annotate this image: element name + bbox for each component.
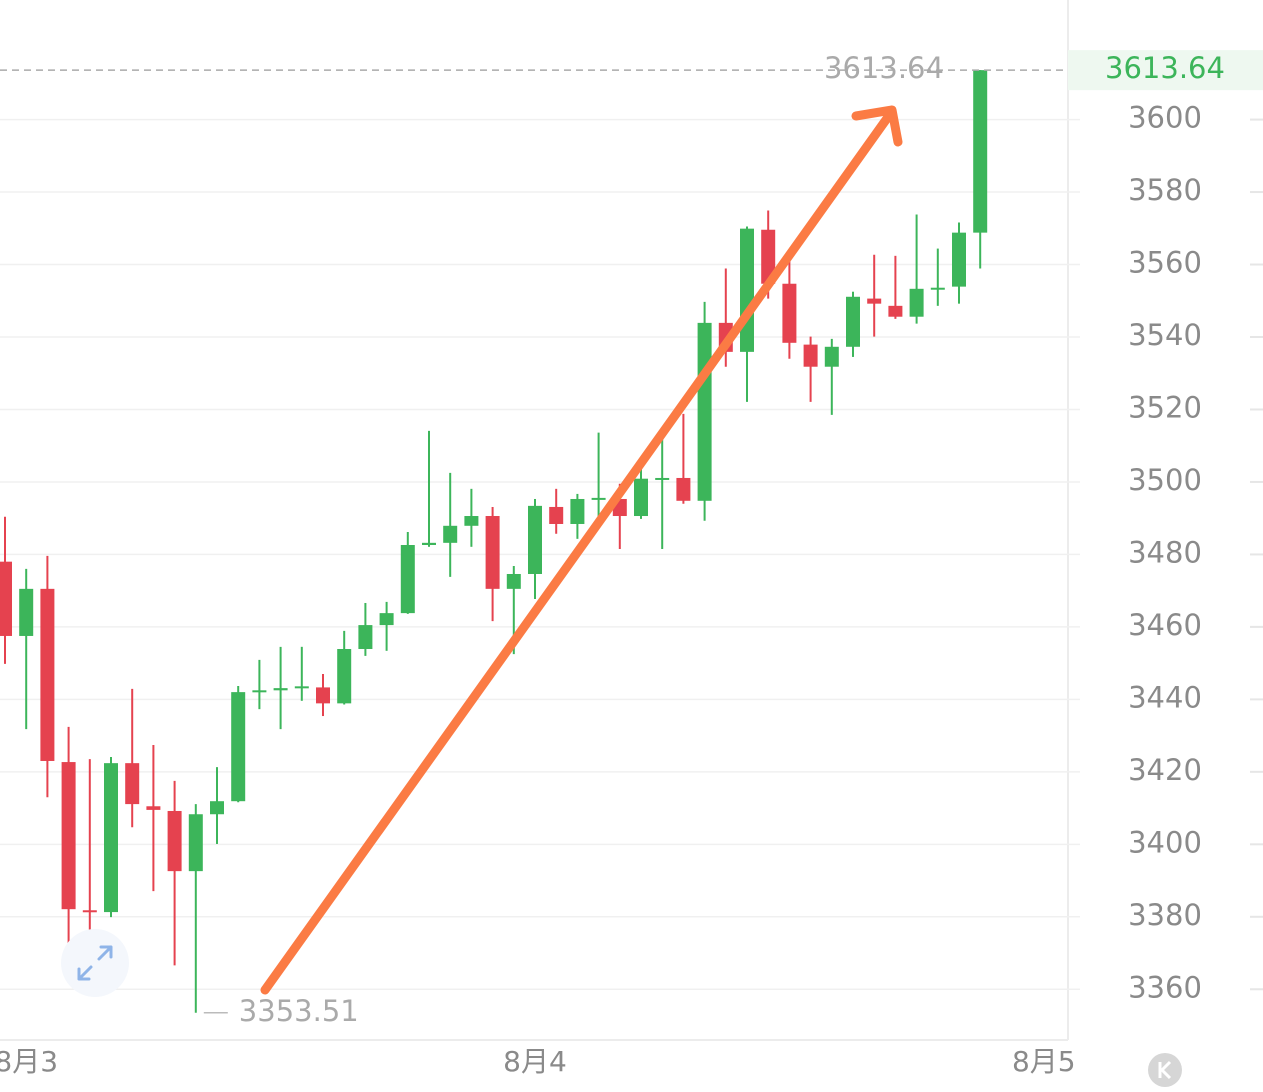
last-price-bg bbox=[1068, 50, 1263, 91]
candle-body bbox=[188, 814, 203, 872]
candle-body bbox=[443, 525, 458, 543]
candle-body bbox=[358, 625, 373, 650]
expand-button[interactable] bbox=[61, 929, 129, 997]
candle-body bbox=[485, 516, 500, 589]
expand-icon bbox=[77, 945, 113, 981]
k-bg bbox=[1148, 1053, 1182, 1087]
candle-body bbox=[676, 477, 691, 501]
candle-body bbox=[19, 588, 34, 636]
y-tick-label: 3540 bbox=[1128, 318, 1202, 352]
candle-body bbox=[400, 545, 415, 614]
candle-body bbox=[528, 505, 542, 574]
candle-body bbox=[634, 478, 648, 517]
candle-body bbox=[867, 298, 882, 304]
candle-body bbox=[337, 649, 352, 704]
y-tick-label: 3400 bbox=[1128, 825, 1202, 859]
candle-body bbox=[210, 801, 224, 815]
candle-body bbox=[803, 344, 818, 367]
candle-body bbox=[231, 692, 246, 802]
candle-body bbox=[782, 283, 797, 343]
candle-body bbox=[273, 688, 288, 691]
x-tick-label: 8月4 bbox=[503, 1045, 567, 1078]
candle-body bbox=[82, 910, 97, 913]
candle-body bbox=[570, 498, 585, 524]
y-tick-label: 3500 bbox=[1128, 463, 1202, 497]
candle-body bbox=[422, 542, 436, 546]
candle-body bbox=[104, 763, 118, 913]
candle-body bbox=[252, 690, 267, 693]
y-tick-label: 3380 bbox=[1128, 898, 1202, 932]
candle-body bbox=[549, 506, 564, 524]
y-tick-label: 3480 bbox=[1128, 535, 1202, 569]
candle-body bbox=[697, 322, 712, 501]
arrow-head bbox=[851, 105, 903, 147]
candle-body bbox=[464, 516, 479, 526]
candle-body bbox=[591, 497, 606, 500]
candle-body bbox=[846, 296, 860, 347]
candle-body bbox=[294, 686, 309, 689]
candle-body bbox=[40, 588, 55, 761]
x-tick-label: 8月3 bbox=[0, 1045, 58, 1078]
grid bbox=[0, 118, 1263, 991]
expand-bg bbox=[61, 929, 129, 997]
candle-body bbox=[930, 287, 945, 290]
y-tick-label: 3360 bbox=[1128, 970, 1202, 1004]
k-icon bbox=[1158, 1060, 1172, 1080]
y-tick-label: 3420 bbox=[1128, 753, 1202, 787]
y-tick-label: 3520 bbox=[1128, 390, 1202, 424]
k-button[interactable] bbox=[1148, 1053, 1182, 1087]
y-tick-label: 3580 bbox=[1128, 173, 1202, 207]
y-tick-label: 3460 bbox=[1128, 608, 1202, 642]
y-tick-label: 3440 bbox=[1128, 680, 1202, 714]
candle-body bbox=[316, 687, 330, 704]
candle-body bbox=[506, 573, 521, 589]
candle-body bbox=[125, 763, 140, 805]
y-tick-label: 3560 bbox=[1128, 246, 1202, 280]
low-annotation: 3353.51 bbox=[239, 994, 359, 1028]
x-tick-label: 8月5 bbox=[1012, 1045, 1076, 1078]
candle-body bbox=[824, 346, 839, 367]
candle-body bbox=[655, 477, 670, 480]
candle-body bbox=[888, 305, 903, 317]
candle-body bbox=[0, 561, 12, 636]
candle-body bbox=[973, 70, 988, 233]
arrow-line bbox=[260, 112, 893, 995]
y-tick-label: 3600 bbox=[1128, 101, 1202, 135]
trend-arrow bbox=[260, 105, 903, 995]
candle-body bbox=[909, 288, 924, 317]
candle-body bbox=[146, 806, 161, 810]
candle-body bbox=[761, 229, 776, 284]
candle-body bbox=[952, 232, 966, 287]
last-price-annotation: 3613.64 bbox=[824, 51, 944, 85]
candle-body bbox=[167, 810, 182, 872]
last-price-label: 3613.64 bbox=[1105, 51, 1225, 85]
candle-body bbox=[61, 762, 76, 910]
candle-body bbox=[379, 613, 394, 626]
candle-body bbox=[740, 228, 754, 352]
